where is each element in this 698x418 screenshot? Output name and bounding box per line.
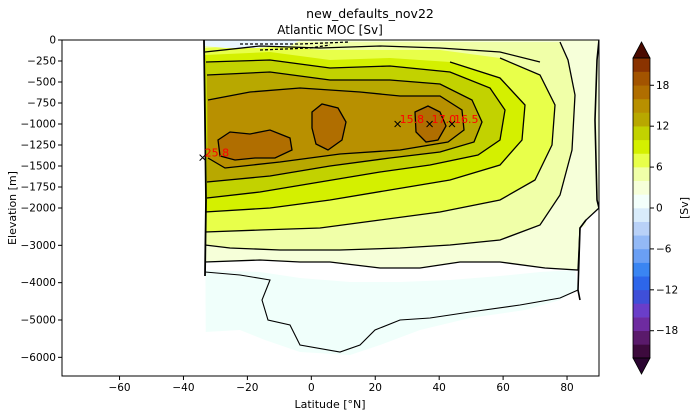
y-tick-label: −250: [27, 56, 56, 68]
colorbar-tick-label: −18: [656, 325, 678, 337]
contour-line: [204, 45, 541, 63]
x-tick-label: −20: [236, 382, 258, 394]
y-tick-label: −3000: [20, 240, 56, 252]
contour-line: [207, 87, 465, 169]
contour-line: [206, 71, 483, 183]
contour-line: [205, 59, 506, 199]
contour-line: [311, 103, 347, 151]
colorbar-extend-top: [632, 41, 651, 59]
max-annotation: 15.8: [394, 113, 425, 128]
colorbar-segment: [633, 330, 650, 345]
annotation-marker: [426, 120, 433, 128]
colorbar-tick-label: −12: [656, 284, 678, 296]
y-tick-label: −6000: [20, 352, 56, 364]
colorbar-segment: [633, 112, 650, 127]
y-tick-label: −4000: [20, 277, 56, 289]
annotation-marker: [394, 120, 401, 128]
colorbar-segment: [633, 248, 650, 263]
colorbar-tick-label: 0: [656, 203, 663, 215]
colorbar-segment: [633, 98, 650, 113]
x-axis-label: Latitude [°N]: [294, 398, 365, 411]
contour-region-14-16-west: [218, 130, 292, 160]
contour-line: [414, 105, 447, 143]
x-tick-label: 0: [308, 382, 315, 394]
coast-line-east: [577, 40, 599, 301]
colorbar-tick-label: 6: [656, 162, 663, 174]
colorbar-segment: [633, 317, 650, 332]
colorbar-segment: [633, 303, 650, 318]
annotation-label: 16.5: [454, 113, 479, 126]
annotations: 25.8 15.8 17.016.5: [199, 113, 479, 161]
max-annotation: 16.5: [448, 113, 479, 128]
colorbar-segment: [633, 194, 650, 209]
annotation-marker: [199, 154, 206, 161]
contour-line: [217, 129, 293, 161]
x-tick-label: 60: [496, 382, 509, 394]
y-axis: 0 −250 −500 −750 −1000 −1250 −1500 −1750 −2000 −3…: [20, 35, 62, 364]
y-tick-label: −750: [27, 98, 56, 110]
colorbar-tick-label: −6: [656, 243, 672, 255]
plot-area: 25.8 15.8 17.016.5: [61, 39, 600, 377]
colorbar-segment: [633, 276, 650, 291]
x-tick-label: −40: [172, 382, 194, 394]
colorbar-segment: [633, 139, 650, 154]
x-tick-label: −60: [108, 382, 130, 394]
contour-region-14-16-mid: [312, 104, 346, 150]
colorbar-segment: [633, 289, 650, 304]
annotation-label: 25.8: [205, 147, 230, 160]
y-tick-label: −1750: [20, 182, 56, 194]
colorbar-segment: [633, 85, 650, 100]
y-tick-label: −1250: [20, 140, 56, 152]
contour-line: [204, 41, 576, 251]
contour-fields: [62, 40, 599, 376]
figure-suptitle: new_defaults_nov22: [306, 6, 434, 21]
colorbar-segment: [633, 153, 650, 168]
x-tick-label: 20: [369, 382, 382, 394]
colorbar-segment: [633, 180, 650, 195]
contour-lines: [203, 40, 599, 353]
y-tick-label: 0: [49, 35, 56, 47]
contour-line: [204, 61, 526, 213]
colorbar-segment: [633, 71, 650, 86]
max-annotation: 25.8: [199, 147, 230, 161]
annotation-label: 17.0: [432, 113, 457, 126]
max-annotation: 17.0: [426, 113, 457, 128]
land-mask-west: [62, 40, 206, 376]
colorbar-segment: [633, 344, 650, 359]
chart-title: Atlantic MOC [Sv]: [277, 23, 383, 37]
x-tick-label: 40: [432, 382, 445, 394]
colorbar-label: [Sv]: [678, 197, 691, 219]
contour-region-14-16-east: [415, 106, 446, 142]
annotation-marker: [448, 120, 456, 128]
y-tick-label: −500: [27, 77, 56, 89]
colorbar-segment: [633, 221, 650, 236]
x-axis: −60 −40 −20 0 20 40 60 80: [108, 376, 574, 394]
colorbar-segment: [633, 235, 650, 250]
colorbar-segment: [633, 262, 650, 277]
colorbar-segment: [633, 167, 650, 182]
contour-line: [204, 57, 556, 233]
colorbar: 18 12 6 0 −6 −12 −18: [632, 41, 678, 375]
x-tick-label: 80: [560, 382, 573, 394]
y-tick-label: −5000: [20, 315, 56, 327]
annotation-label: 15.8: [400, 113, 425, 126]
colorbar-tick-label: 18: [656, 80, 669, 92]
contour-line-deep: [204, 271, 579, 353]
colorbar-segment: [633, 126, 650, 141]
y-axis-label: Elevation [m]: [6, 171, 19, 245]
y-tick-label: −1000: [20, 119, 56, 131]
colorbar-tick-label: 12: [656, 121, 669, 133]
colorbar-segment: [633, 58, 650, 72]
y-tick-label: −1500: [20, 161, 56, 173]
colorbar-extend-bottom: [632, 357, 651, 375]
land-mask-north: [578, 208, 599, 376]
colorbar-segment: [633, 208, 650, 222]
y-tick-label: −2000: [20, 203, 56, 215]
contour-line-shallow: [240, 41, 351, 45]
contour-region-deep-negative: [205, 270, 578, 355]
